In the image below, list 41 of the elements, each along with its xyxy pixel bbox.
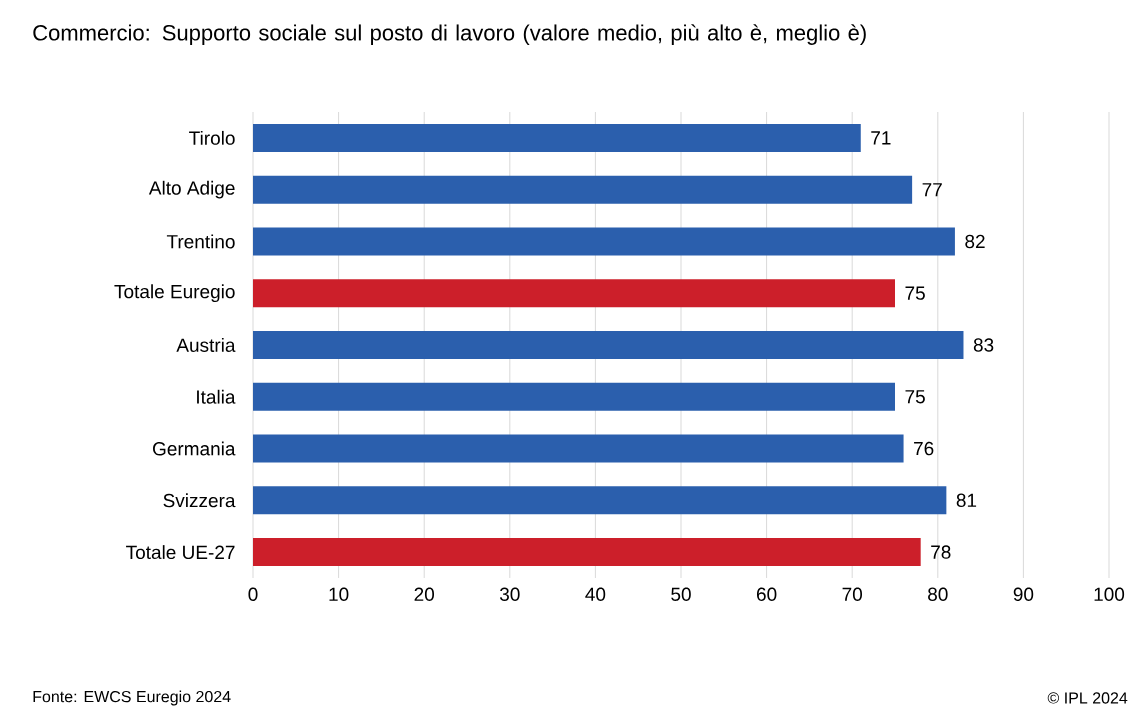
y-tick-label: Italia [197, 389, 236, 404]
bar [253, 434, 904, 463]
x-tick-label: 10 [329, 587, 349, 601]
x-tick-label: 30 [499, 587, 520, 601]
x-tick-label: 90 [1013, 587, 1034, 601]
bar [253, 486, 947, 515]
x-tick-label: 40 [585, 587, 606, 601]
data-label: 81 [956, 493, 977, 508]
bar [253, 279, 895, 308]
bar [253, 382, 895, 411]
y-tick-label: Austria [176, 338, 236, 352]
x-tick-label: 80 [928, 587, 948, 601]
y-tick-label: Totale UE-27 [126, 545, 235, 560]
data-label: 75 [905, 286, 925, 300]
bar [253, 538, 921, 567]
x-tick-label: 0 [248, 587, 258, 601]
data-label: 78 [931, 545, 951, 559]
y-tick-label: Tirolo [189, 130, 235, 145]
y-tick-label: Germania [153, 441, 236, 456]
data-label: 71 [871, 131, 891, 145]
bar [253, 175, 913, 204]
x-tick-label: 100 [1094, 587, 1125, 601]
data-label: 77 [922, 183, 942, 197]
y-tick-label: Svizzera [163, 493, 236, 508]
bar [253, 330, 964, 359]
data-label: 82 [965, 234, 985, 249]
y-tick-label: Trentino [166, 234, 235, 249]
y-tick-label: Totale Euregio [114, 284, 235, 303]
data-label: 83 [973, 338, 994, 352]
x-tick-label: 60 [756, 587, 777, 601]
x-tick-label: 50 [671, 587, 691, 601]
data-label: 76 [914, 441, 934, 456]
text: © IPL 2024 [1047, 692, 1128, 704]
source-note: Fonte: EWCS Euregio 2024 [33, 690, 231, 706]
x-tick-label: 20 [414, 587, 435, 601]
chart-title: Commercio: Supporto sociale sul posto di lavoro (valore medio, più alto è, meglio è) [33, 24, 866, 45]
bar [253, 123, 861, 152]
x-tick-label: 70 [842, 587, 863, 601]
data-label: 75 [905, 390, 925, 404]
y-tick-label: Alto Adige [148, 180, 235, 199]
bar [253, 227, 955, 256]
